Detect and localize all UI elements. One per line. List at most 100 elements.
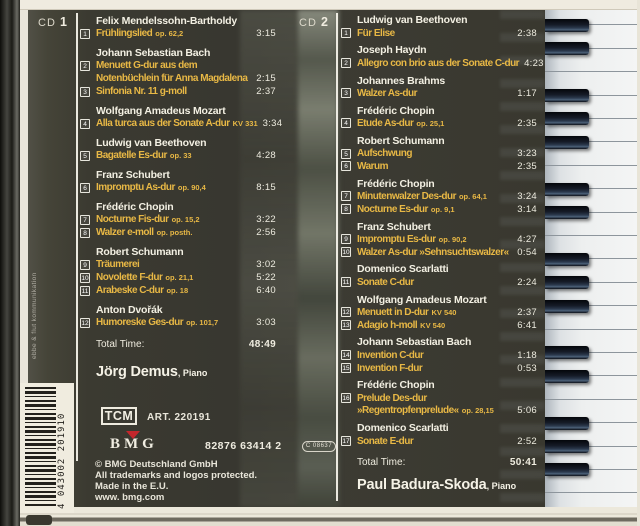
track-number: 2	[80, 60, 90, 71]
track-number: 5	[80, 150, 90, 161]
artist-credit: Jörg Demus, Piano	[80, 363, 276, 381]
track-row: 1 Frühlingslied op. 62,2 3:15	[80, 27, 276, 40]
track-group: Frédéric Chopin 7 Nocturne Fis-dur op. 15,2…	[80, 200, 276, 239]
track-title: Menuett in D-dur KV 540	[357, 306, 457, 318]
track-title: Arabeske C-dur op. 18	[96, 285, 189, 296]
total-time-label: Total Time:	[96, 339, 145, 350]
track-number: 2	[341, 58, 351, 69]
track-number: 7	[80, 214, 90, 225]
composer-name: Johann Sebastian Bach	[96, 46, 211, 59]
blurred-keys-texture	[500, 10, 545, 507]
black-key	[545, 299, 589, 313]
track-title: Invention F-dur	[357, 362, 423, 374]
track-row: 6 Impromptu As-dur op. 90,4 8:15	[80, 181, 276, 194]
track-group: Franz Schubert 9 Impromptu Es-dur op. 90,2 4…	[341, 220, 537, 258]
composer-name: Johann Sebastian Bach	[357, 336, 472, 349]
track-title: Etude As-dur op. 25,1	[357, 117, 445, 129]
track-time: 2:35	[517, 160, 537, 172]
composer-name: Johannes Brahms	[357, 74, 446, 87]
track-row: 11 Arabeske C-dur op. 18 6:40	[80, 284, 276, 297]
track-group: Robert Schumann 9 Träumerei 3:02 10 Novolette…	[80, 245, 276, 297]
track-opus: op. 28,15	[461, 406, 494, 416]
composer-name: Robert Schumann	[96, 245, 184, 258]
agency-credit-text: ebbe & flut kommunikation	[31, 272, 38, 359]
total-time-value: 48:49	[248, 339, 276, 350]
track-title: Impromptu As-dur op. 90,4	[96, 182, 206, 193]
track-title: Minutenwalzer Des-dur op. 64,1	[357, 190, 487, 202]
cd2-separator-line	[336, 13, 338, 501]
track-time: 3:15	[256, 28, 276, 39]
case-corner-mark	[26, 515, 52, 525]
copyright-line: All trademarks and logos protected.	[95, 470, 258, 481]
track-time: 3:14	[517, 203, 537, 215]
track-number: 6	[80, 182, 90, 193]
cd2-header-prefix: CD	[299, 17, 321, 29]
composer-name: Frédéric Chopin	[357, 379, 435, 392]
track-group: Frédéric Chopin 4 Etude As-dur op. 25,1 2:35	[341, 104, 537, 130]
composer-name: Anton Dvořák	[96, 303, 163, 316]
track-title: Notenbüchlein für Anna Magdalena	[96, 73, 248, 84]
copyright-line: © BMG Deutschland GmbH	[95, 459, 218, 470]
track-group: Ludwig van Beethoven 5 Bagatelle Es-dur op.…	[80, 136, 276, 162]
black-key	[545, 112, 589, 126]
track-time: 3:24	[517, 190, 537, 202]
track-row: 7 Minutenwalzer Des-dur op. 64,1 3:24	[341, 190, 537, 203]
track-row: 4 Etude As-dur op. 25,1 2:35	[341, 117, 537, 130]
track-group: Ludwig van Beethoven 1 Für Elise 2:38	[341, 14, 537, 40]
track-time: 2:37	[517, 306, 537, 318]
track-opus: op. 18	[166, 286, 189, 295]
bmg-triangle-icon	[126, 431, 140, 439]
track-title: Nocturne Fis-dur op. 15,2	[96, 214, 200, 225]
composer-name: Franz Schubert	[96, 168, 170, 181]
track-title: Sonate C-dur	[357, 276, 414, 288]
track-opus: op. 90,2	[438, 234, 467, 244]
track-group: Wolfgang Amadeus Mozart 4 Alla turca aus d…	[80, 104, 282, 130]
artist-role: , Piano	[486, 481, 517, 492]
copyright-line: Made in the E.U.	[95, 481, 169, 492]
track-number: 14	[341, 350, 351, 361]
black-key	[545, 416, 589, 430]
track-time: 3:23	[517, 148, 537, 160]
artist-name: Paul Badura-Skoda	[357, 477, 487, 494]
tcm-logo: TCM	[101, 407, 137, 425]
track-time: 1:17	[517, 87, 537, 99]
composer-name: Franz Schubert	[357, 220, 431, 233]
track-number: 13	[341, 320, 351, 331]
track-title: Adagio h-moll KV 540	[357, 319, 446, 331]
track-opus: KV 540	[431, 307, 457, 317]
black-key	[545, 463, 589, 477]
track-group: Domenico Scarlatti 17 Sonate E-dur 2:52	[341, 422, 537, 448]
track-time: 2:35	[517, 117, 537, 129]
white-key	[545, 493, 637, 507]
track-time: 1:18	[517, 349, 537, 361]
black-key	[545, 252, 589, 266]
track-time: 2:24	[517, 276, 537, 288]
cd1-tracklist: Felix Mendelssohn-Bartholdy 1 Frühlingslie…	[80, 14, 282, 381]
artist-name: Jörg Demus	[96, 364, 178, 380]
track-row: 2 Menuett G-dur aus dem	[80, 59, 276, 72]
track-number: 7	[341, 191, 351, 202]
track-row: »Regentropfenprelude« op. 28,15 5:06	[341, 405, 537, 418]
composer-name: Domenico Scarlatti	[357, 263, 449, 276]
track-number: 1	[341, 28, 351, 39]
track-number: 6	[341, 161, 351, 172]
track-title: Für Elise	[357, 27, 395, 39]
track-opus: op. 21,1	[165, 273, 194, 282]
track-opus: op. 101,7	[186, 318, 219, 327]
total-time-value: 50:41	[509, 457, 537, 469]
composer-name: Wolfgang Amadeus Mozart	[96, 104, 226, 117]
track-number: 15	[341, 363, 351, 374]
track-number: 16	[341, 393, 351, 404]
track-title: »Regentropfenprelude« op. 28,15	[357, 405, 494, 417]
total-time-label: Total Time:	[357, 457, 406, 469]
track-time: 3:02	[256, 259, 276, 270]
track-group: Frédéric Chopin 7 Minutenwalzer Des-dur op.…	[341, 177, 537, 215]
black-key	[545, 205, 589, 219]
composer-name: Wolfgang Amadeus Mozart	[357, 293, 487, 306]
track-number: 17	[341, 436, 351, 446]
track-row: 3 Walzer As-dur 1:17	[341, 87, 537, 100]
track-row: 17 Sonate E-dur 2:52	[341, 435, 537, 448]
black-key	[545, 439, 589, 453]
track-title: Impromptu Es-dur op. 90,2	[357, 233, 467, 245]
black-key	[545, 18, 589, 32]
